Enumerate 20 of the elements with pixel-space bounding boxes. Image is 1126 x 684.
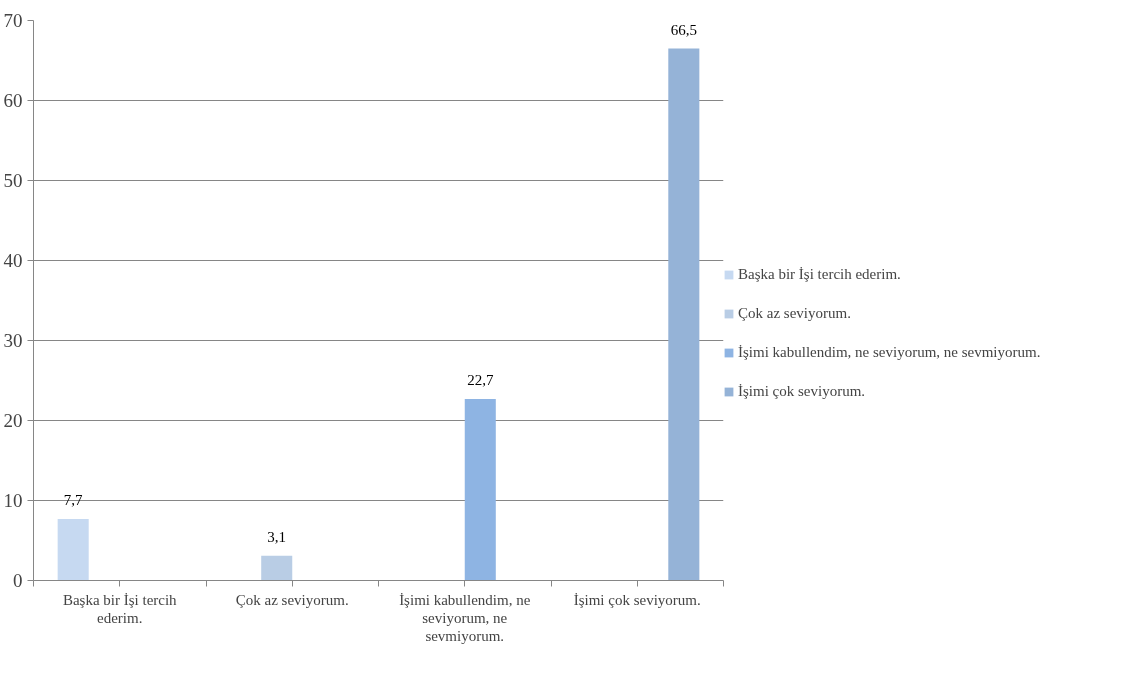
legend-label: Çok az seviyorum. bbox=[738, 305, 851, 322]
y-tick-label: 20 bbox=[3, 410, 23, 431]
legend-label: Başka bir İşi tercih ederim. bbox=[738, 266, 901, 283]
data-label: 7,7 bbox=[63, 491, 84, 508]
data-label: 66,5 bbox=[670, 21, 697, 38]
x-tick-label: Başka bir İşi tercih ederim. bbox=[62, 591, 178, 626]
legend-label: İşimi kabullendim, ne seviyorum, ne sevmiyorum. bbox=[738, 344, 1041, 361]
x-tick-label: İşimi çok seviyorum. bbox=[573, 591, 701, 608]
y-tick-label: 70 bbox=[3, 10, 23, 31]
y-tick-label: 50 bbox=[3, 170, 23, 191]
data-label: 3,1 bbox=[267, 528, 287, 545]
y-tick-label: 30 bbox=[3, 330, 23, 351]
legend-label: İşimi çok seviyorum. bbox=[738, 383, 866, 400]
data-label: 22,7 bbox=[467, 371, 494, 388]
x-tick-label: İşimi kabullendim, ne seviyorum, ne sevmiyorum. bbox=[399, 591, 531, 645]
y-tick-label: 60 bbox=[3, 90, 23, 111]
x-tick-label: Çok az seviyorum. bbox=[235, 591, 349, 608]
y-tick-label: 40 bbox=[3, 250, 23, 271]
y-tick-label: 10 bbox=[3, 490, 23, 511]
y-tick-label: 0 bbox=[13, 570, 23, 591]
